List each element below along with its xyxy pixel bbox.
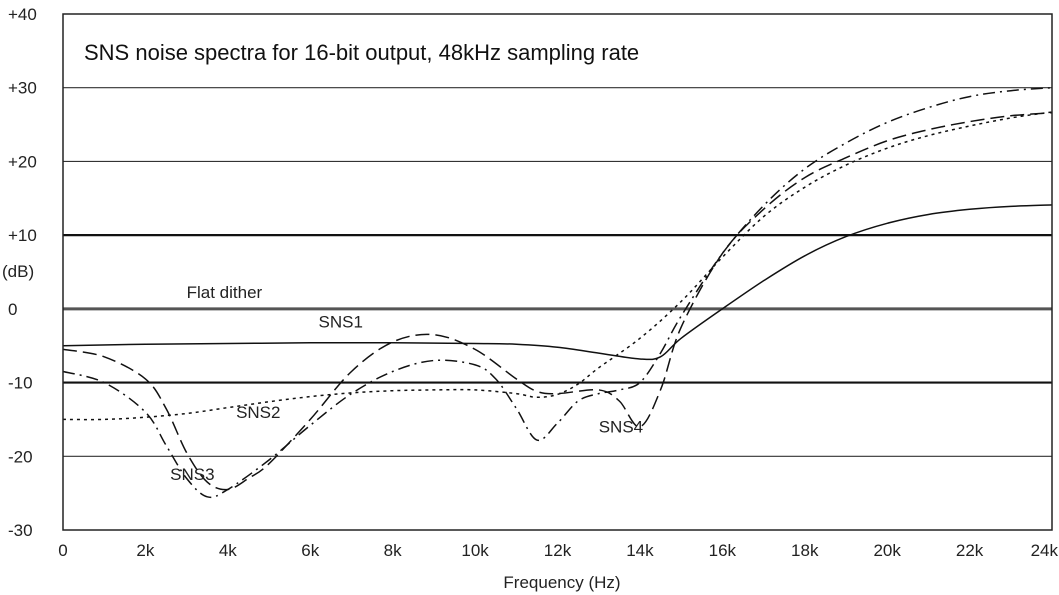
annotation-label: SNS1 <box>318 312 362 331</box>
x-tick-labels: 0 2k 4k 6k 8k 10k 12k 14k 16k 18k 20k 22k 24k <box>58 541 1058 560</box>
y-tick-label: +40 <box>8 5 37 24</box>
series-line-sns3 <box>62 86 1053 499</box>
chart-title: SNS noise spectra for 16-bit output, 48k… <box>84 40 639 65</box>
x-axis-label: Frequency (Hz) <box>503 573 620 592</box>
grid-lines <box>63 87 1052 457</box>
annotation-label: SNS3 <box>170 465 214 484</box>
x-tick-label: 16k <box>709 541 737 560</box>
annotations: Flat dither SNS1 SNS2 SNS3 SNS4 <box>170 283 643 484</box>
x-tick-label: 12k <box>544 541 572 560</box>
x-tick-label: 2k <box>136 541 154 560</box>
y-tick-label: 0 <box>8 300 17 319</box>
y-tick-label: -20 <box>8 447 33 466</box>
y-tick-label: -10 <box>8 374 33 393</box>
x-tick-label: 0 <box>58 541 67 560</box>
series-lines <box>62 86 1053 499</box>
x-tick-label: 10k <box>461 541 489 560</box>
annotation-label: Flat dither <box>187 283 263 302</box>
y-tick-label: +30 <box>8 79 37 98</box>
x-tick-label: 6k <box>301 541 319 560</box>
y-tick-label: +20 <box>8 152 37 171</box>
x-tick-label: 24k <box>1031 541 1059 560</box>
series-line-sns4 <box>62 112 1053 491</box>
annotation-label: SNS4 <box>599 418 643 437</box>
x-tick-label: 14k <box>626 541 654 560</box>
plot-frame <box>62 13 1053 531</box>
annotation-label: SNS2 <box>236 403 280 422</box>
x-tick-label: 20k <box>873 541 901 560</box>
y-tick-label: +10 <box>8 226 37 245</box>
x-tick-label: 22k <box>956 541 984 560</box>
y-tick-labels: -30 -20 -10 0 +10 +20 +30 +40 <box>8 5 37 540</box>
series-line-sns2 <box>62 111 1053 421</box>
x-tick-label: 8k <box>384 541 402 560</box>
y-tick-label: -30 <box>8 521 33 540</box>
x-tick-label: 18k <box>791 541 819 560</box>
y-axis-label: (dB) <box>2 262 34 281</box>
series-line-sns1 <box>62 204 1053 361</box>
x-tick-label: 4k <box>219 541 237 560</box>
